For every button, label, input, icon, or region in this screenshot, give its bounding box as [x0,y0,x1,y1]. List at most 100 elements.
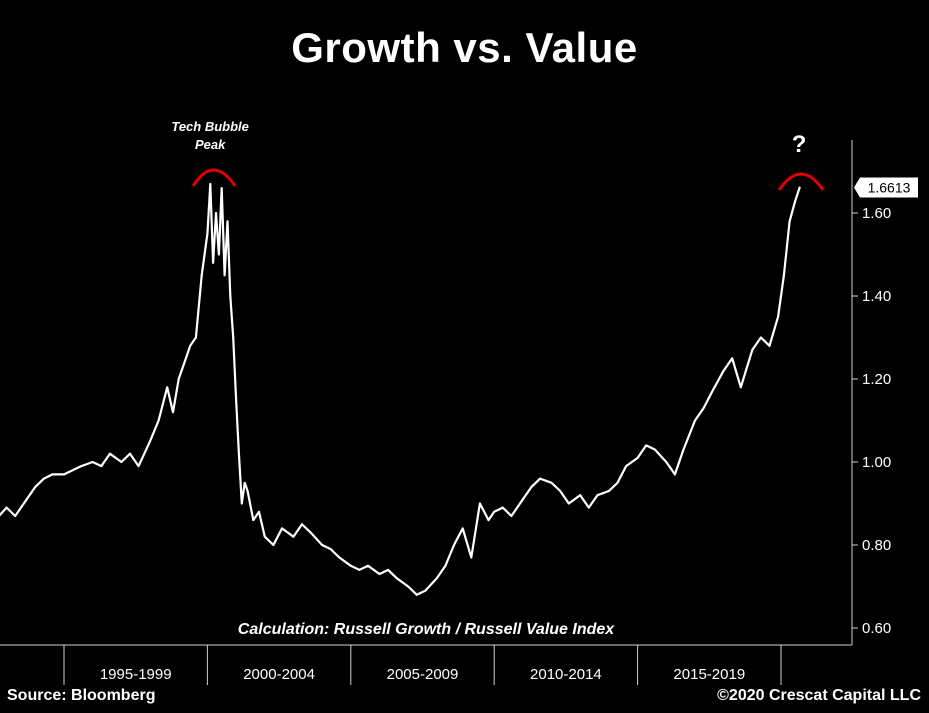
y-tick-label: 1.60 [862,205,891,222]
data-point [559,490,562,492]
data-point [63,473,65,476]
data-point [461,527,464,530]
data-point [478,502,481,505]
y-tick-label: 1.20 [862,371,891,388]
data-point [217,253,220,256]
data-point [200,274,203,277]
data-point [424,589,427,592]
data-point [616,481,619,484]
peak-arc-left [191,168,237,187]
data-point [587,506,590,509]
data-point [782,274,785,277]
data-point [367,564,369,567]
peak-annotation-line1: Tech Bubble [171,119,249,134]
y-tick-label: 1.00 [862,454,891,471]
data-point [510,515,513,517]
data-point [22,502,25,505]
data-point [596,494,599,497]
data-point [694,419,696,422]
data-point [711,390,714,393]
source-label: Source: Bloomberg [7,687,156,704]
current-arc [777,172,825,191]
data-point [149,440,151,443]
data-point [252,519,255,521]
data-point [166,386,169,389]
data-point [258,510,260,513]
data-point [751,349,754,351]
data-point [798,186,801,189]
data-point [378,573,381,575]
data-point [212,261,215,264]
x-period-label: 1995-1999 [100,666,172,683]
data-point [470,556,473,559]
data-point [665,461,668,463]
data-point [301,523,303,526]
y-tick-label: 1.40 [862,288,891,305]
data-point [487,519,490,521]
data-point [493,510,496,513]
calculation-note: Calculation: Russell Growth / Russell Va… [238,621,615,638]
data-point [108,452,111,455]
data-point [338,556,341,559]
data-point [739,386,742,389]
data-point [189,344,192,347]
x-period-label: 2010-2014 [530,666,602,683]
data-point [232,336,235,339]
peak-annotation-line2: Peak [195,137,226,152]
data-point [80,465,83,468]
data-point [645,444,648,447]
data-point [794,199,797,202]
data-point [415,593,418,596]
data-point [530,486,533,488]
data-point [220,187,223,190]
x-period-label: 2005-2009 [387,666,459,683]
data-point [387,569,389,571]
data-point [539,477,541,480]
data-point [453,544,455,546]
data-point [444,564,447,567]
copyright-label: ©2020 Crescat Capital LLC [717,687,921,704]
data-point [281,527,283,530]
data-point [579,494,582,497]
data-point [653,448,656,451]
last-value-label: 1.6613 [868,180,911,196]
data-point [682,448,685,451]
data-point [263,535,266,538]
data-point [243,481,246,484]
data-point [349,564,352,567]
x-period-label: 2015-2019 [673,666,745,683]
data-point [521,498,524,501]
data-point [501,506,504,509]
data-point [209,183,212,185]
data-point [177,378,180,380]
data-point [246,490,249,492]
data-point [567,502,570,505]
data-point [722,369,725,372]
y-tick-label: 0.80 [862,537,891,554]
data-point [14,515,17,517]
data-point [183,361,186,364]
series-line [0,182,801,596]
data-point [625,465,628,468]
data-point [309,531,312,534]
data-point [100,465,103,468]
chart-title: Growth vs. Value [291,24,638,71]
data-point [195,336,197,339]
last-value-badge [854,177,918,198]
x-period-label: 2000-2004 [243,666,315,683]
data-point [702,407,705,409]
question-mark: ? [792,131,807,158]
data-point [550,481,553,484]
data-point [435,577,438,580]
data-point [43,477,45,480]
data-point [777,315,780,318]
data-point [321,544,324,546]
data-point [358,569,361,571]
data-point [71,469,74,472]
data-point [206,232,209,235]
data-point [731,357,734,360]
data-point [395,577,398,580]
data-point [120,461,123,463]
data-point [223,274,226,277]
